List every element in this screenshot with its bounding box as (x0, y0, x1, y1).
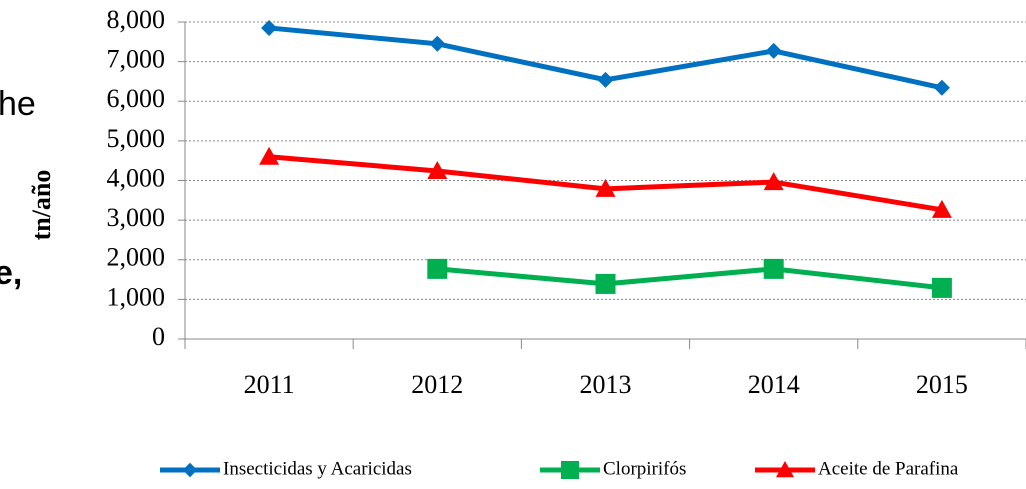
legend-marker (561, 461, 579, 479)
y-tick-label: 3,000 (107, 203, 166, 232)
marker (931, 199, 952, 218)
marker (429, 35, 446, 52)
marker (427, 258, 448, 279)
marker (763, 172, 784, 191)
y-tick-label: 0 (152, 322, 165, 351)
y-tick-label: 7,000 (107, 45, 166, 74)
marker (261, 19, 278, 36)
marker (595, 273, 616, 294)
marker (765, 42, 782, 59)
y-axis-label: tn/año (27, 170, 56, 241)
x-tick-label: 2012 (411, 370, 463, 399)
legend-label: Aceite de Parafina (818, 458, 959, 479)
x-tick-label: 2011 (244, 370, 295, 399)
marker (931, 277, 952, 298)
series-line (437, 266, 943, 291)
marker (597, 71, 614, 88)
y-tick-label: 1,000 (107, 282, 166, 311)
y-tick-label: 8,000 (107, 5, 166, 34)
y-tick-label: 5,000 (107, 124, 166, 153)
legend-label: Clorpirifós (603, 458, 686, 479)
marker (933, 79, 950, 96)
marker (595, 178, 616, 197)
x-tick-label: 2014 (748, 370, 800, 399)
y-tick-label: 6,000 (107, 84, 166, 113)
legend-marker (182, 462, 198, 478)
y-tick-label: 2,000 (107, 243, 166, 272)
legend-label: Insecticidas y Acaricidas (223, 458, 412, 479)
y-tick-label: 4,000 (107, 163, 166, 192)
overlay-text: e, (0, 254, 22, 292)
marker (763, 258, 784, 279)
x-tick-label: 2015 (916, 370, 968, 399)
overlay-text: he (0, 85, 36, 123)
marker (427, 160, 448, 179)
marker (259, 146, 280, 165)
legend-marker (776, 461, 794, 478)
x-tick-label: 2013 (580, 370, 632, 399)
